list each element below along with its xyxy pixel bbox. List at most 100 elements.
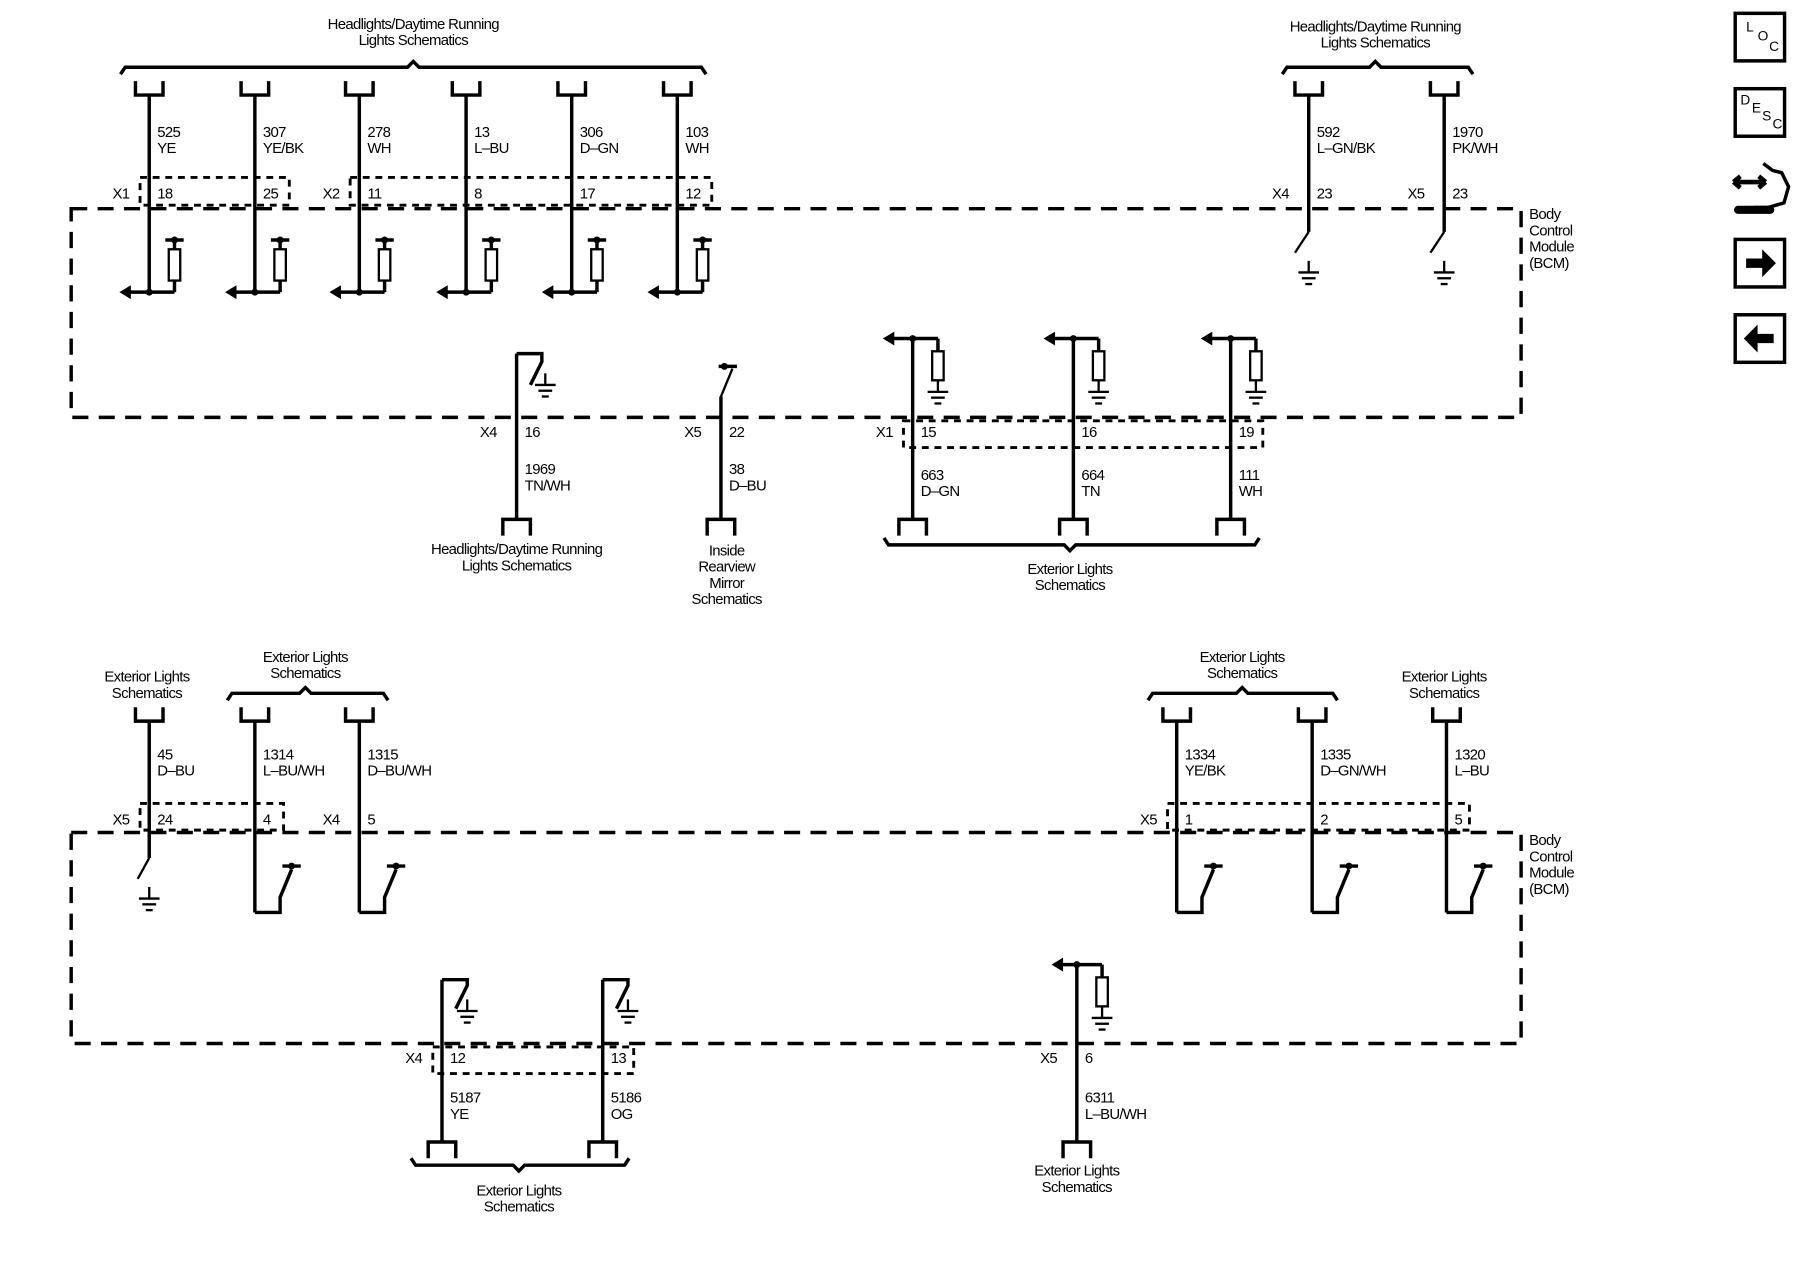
pin-number: 17	[579, 184, 596, 202]
destination-bracket	[1280, 58, 1475, 76]
connector-terminal	[1061, 1140, 1093, 1159]
destination-label: Exterior Lights Schematics	[1034, 1161, 1120, 1196]
splice-dot	[720, 362, 728, 370]
circuit-number: 1334	[1184, 745, 1216, 763]
next-page-button[interactable]	[1733, 237, 1787, 289]
circuit-number: 592	[1316, 122, 1341, 141]
circuit-number: 307	[262, 122, 287, 141]
switch-icon	[359, 868, 398, 915]
circuit-number: 13	[474, 122, 490, 141]
circuit-number: 5187	[450, 1088, 481, 1107]
wire-color: YE	[450, 1104, 469, 1123]
circuit-number: 103	[685, 122, 709, 141]
previous-page-button[interactable]	[1733, 313, 1787, 365]
destination-bracket	[225, 685, 390, 702]
circuit-number: 306	[579, 122, 604, 141]
connector-tool-icon	[1732, 162, 1791, 214]
arrow-left-icon	[119, 285, 131, 300]
switch-icon	[516, 351, 544, 386]
connector-outline	[1166, 802, 1471, 832]
connector-id: X1	[875, 423, 894, 441]
destination-label: Exterior Lights Schematics	[104, 667, 190, 702]
arrow-left-icon	[541, 285, 554, 300]
splice-dot	[392, 862, 400, 870]
connector-id: X1	[112, 184, 131, 202]
splice-dot	[288, 862, 296, 870]
destination-bracket	[1146, 685, 1339, 702]
switch-icon	[1429, 231, 1446, 254]
connector-terminal	[705, 517, 737, 536]
wire-color: OG	[610, 1104, 634, 1123]
connector-terminal	[133, 81, 165, 97]
resistor-icon	[931, 350, 945, 382]
previous-arrow-icon	[1743, 324, 1774, 353]
wire-color: D–BU	[157, 761, 195, 780]
next-arrow-icon	[1746, 249, 1776, 278]
resistor-icon	[1095, 976, 1109, 1008]
pin-number: 12	[450, 1049, 466, 1067]
pin-number: 13	[610, 1049, 627, 1067]
connector-terminal	[556, 81, 588, 97]
pin-number: 5	[1454, 810, 1463, 828]
connector-outline	[138, 802, 285, 832]
connector-tool-button[interactable]	[1731, 157, 1791, 222]
circuit-number: 1969	[524, 460, 556, 478]
circuit-number: 111	[1238, 466, 1260, 484]
connector-terminal	[1057, 517, 1089, 536]
wire-color: YE/BK	[1184, 761, 1226, 780]
destination-label: Exterior Lights Schematics	[1027, 559, 1113, 594]
wire-color: L–BU/WH	[262, 761, 325, 780]
connector-terminal	[133, 707, 165, 723]
connector-terminal	[239, 707, 271, 723]
resistor-icon	[167, 248, 182, 282]
pin-number: 2	[1320, 810, 1328, 828]
pin-number: 5	[367, 810, 375, 828]
pin-number: 16	[1081, 423, 1097, 441]
connector-terminal	[1293, 81, 1325, 97]
wire-color: WH	[685, 139, 709, 157]
arrow-left-icon	[436, 285, 448, 300]
pin-number: 12	[685, 184, 701, 202]
circuit-number: 1970	[1452, 122, 1483, 141]
switch-icon	[441, 977, 469, 1010]
module-name: Body Control Module (BCM)	[1529, 831, 1575, 898]
wire-color: L–BU/WH	[1084, 1104, 1147, 1123]
wire-color: TN	[1081, 482, 1100, 500]
wire-color: D–GN	[579, 139, 619, 157]
wire-color: PK/WH	[1452, 139, 1498, 157]
connector-id: X5	[1407, 184, 1425, 202]
circuit-number: 1320	[1454, 745, 1486, 763]
wire-color: D–GN/WH	[1320, 761, 1386, 780]
splice-dot	[171, 236, 178, 244]
arrow-left-icon	[1051, 957, 1064, 972]
bcm-module-outline	[69, 830, 1523, 1046]
connector-terminal	[1296, 707, 1328, 723]
connector-id: X4	[1271, 184, 1290, 202]
circuit-number: 1315	[367, 745, 398, 763]
connector-id: X4	[479, 423, 498, 441]
pin-number: 24	[157, 810, 173, 828]
destination-label: Exterior Lights Schematics	[1401, 667, 1488, 702]
splice-dot	[699, 236, 707, 244]
resistor-icon	[1249, 350, 1263, 382]
switch-icon	[1293, 231, 1310, 254]
circuit-number: 1314	[262, 745, 294, 763]
splice-dot	[276, 236, 284, 244]
circuit-number: 663	[920, 466, 945, 484]
connector-id: X4	[322, 810, 341, 828]
connector-terminal	[897, 517, 929, 536]
circuit-number: 278	[367, 122, 391, 141]
circuit-number: 5186	[610, 1088, 642, 1107]
resistor-icon	[273, 248, 288, 282]
splice-dot	[593, 236, 601, 244]
connector-outline	[348, 175, 714, 207]
connector-terminal	[426, 1140, 458, 1159]
connector-id: X5	[684, 423, 702, 441]
module-name: Body Control Module (BCM)	[1529, 205, 1575, 272]
resistor-icon	[1091, 350, 1106, 382]
bcm-module-outline	[69, 206, 1523, 420]
